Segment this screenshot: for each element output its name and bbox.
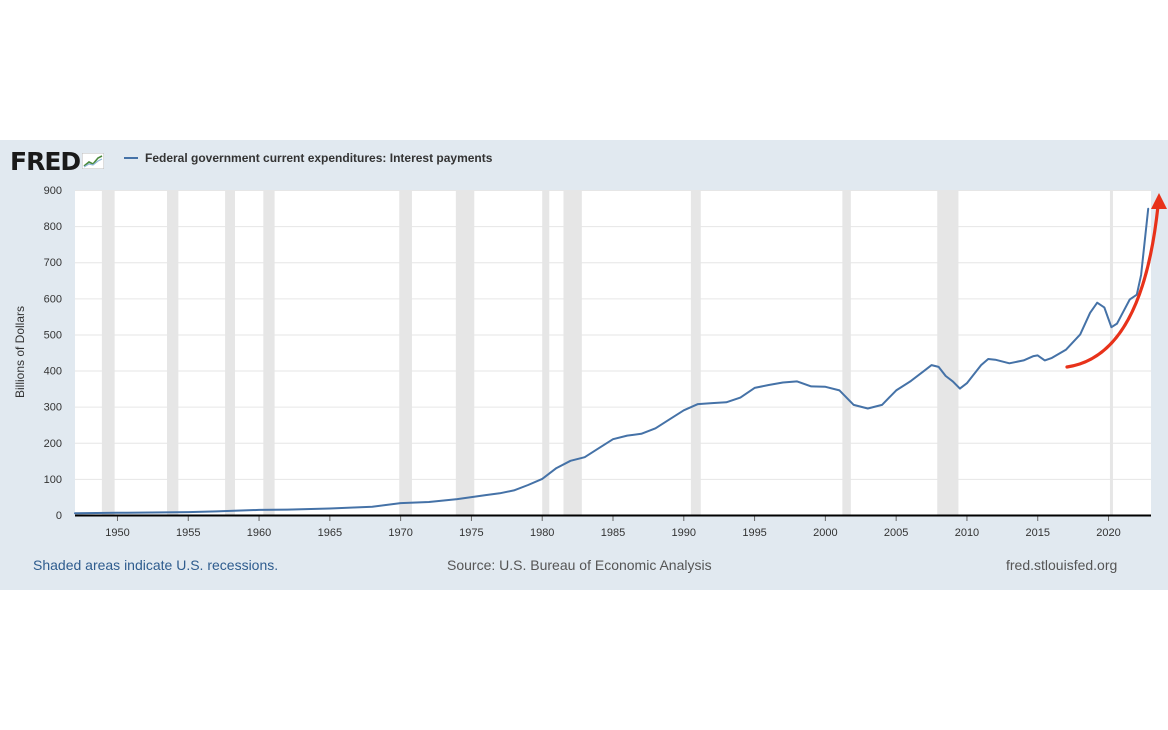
recession-note[interactable]: Shaded areas indicate U.S. recessions. — [33, 557, 279, 573]
x-tick-label: 1955 — [176, 527, 200, 539]
recession-band — [842, 190, 851, 515]
y-tick-label: 800 — [44, 221, 62, 233]
recession-band — [455, 190, 475, 515]
x-tick-label: 2010 — [955, 527, 979, 539]
x-tick-label: 1960 — [247, 527, 271, 539]
source-note: Source: U.S. Bureau of Economic Analysis — [447, 557, 712, 573]
x-tick-label: 1950 — [105, 527, 129, 539]
x-tick-label: 2000 — [813, 527, 837, 539]
legend-swatch — [124, 157, 138, 159]
y-tick-label: 500 — [44, 329, 62, 341]
fred-logo[interactable]: FRED — [10, 146, 105, 176]
x-tick-label: 1990 — [672, 527, 696, 539]
recession-band — [690, 190, 701, 515]
recession-band — [542, 190, 550, 515]
recession-band — [563, 190, 582, 515]
x-tick-label: 1980 — [530, 527, 554, 539]
y-tick-label: 700 — [44, 257, 62, 269]
x-tick-label: 2005 — [884, 527, 908, 539]
recession-band — [101, 190, 115, 515]
trend-line-icon — [82, 153, 105, 169]
fred-logo-text: FRED — [10, 146, 81, 176]
site-link[interactable]: fred.stlouisfed.org — [1006, 557, 1118, 573]
recession-band — [399, 190, 412, 515]
y-tick-label: 600 — [44, 293, 62, 305]
x-tick-label: 2020 — [1096, 527, 1120, 539]
annotation-arrow — [1065, 193, 1167, 369]
y-tick-label: 400 — [44, 366, 62, 378]
plot-area — [75, 190, 1151, 515]
recession-band — [263, 190, 275, 515]
x-tick-label: 1985 — [601, 527, 625, 539]
recession-band — [225, 190, 235, 515]
recession-band — [167, 190, 179, 515]
recession-band — [937, 190, 959, 515]
x-tick-label: 1965 — [318, 527, 342, 539]
series-line — [74, 207, 1150, 515]
y-tick-label: 900 — [44, 185, 62, 197]
x-tick-label: 2015 — [1025, 527, 1049, 539]
chart-legend: Federal government current expenditures:… — [124, 151, 492, 165]
x-tick-label: 1970 — [388, 527, 412, 539]
y-tick-label: 200 — [44, 438, 62, 450]
y-axis-label: Billions of Dollars — [13, 306, 27, 398]
legend-label: Federal government current expenditures:… — [145, 151, 493, 165]
x-tick-label: 1995 — [742, 527, 766, 539]
x-tick-label: 1975 — [459, 527, 483, 539]
y-tick-label: 0 — [56, 510, 62, 522]
y-tick-label: 300 — [44, 402, 62, 414]
recession-band — [1109, 190, 1113, 515]
y-tick-label: 100 — [44, 474, 62, 486]
